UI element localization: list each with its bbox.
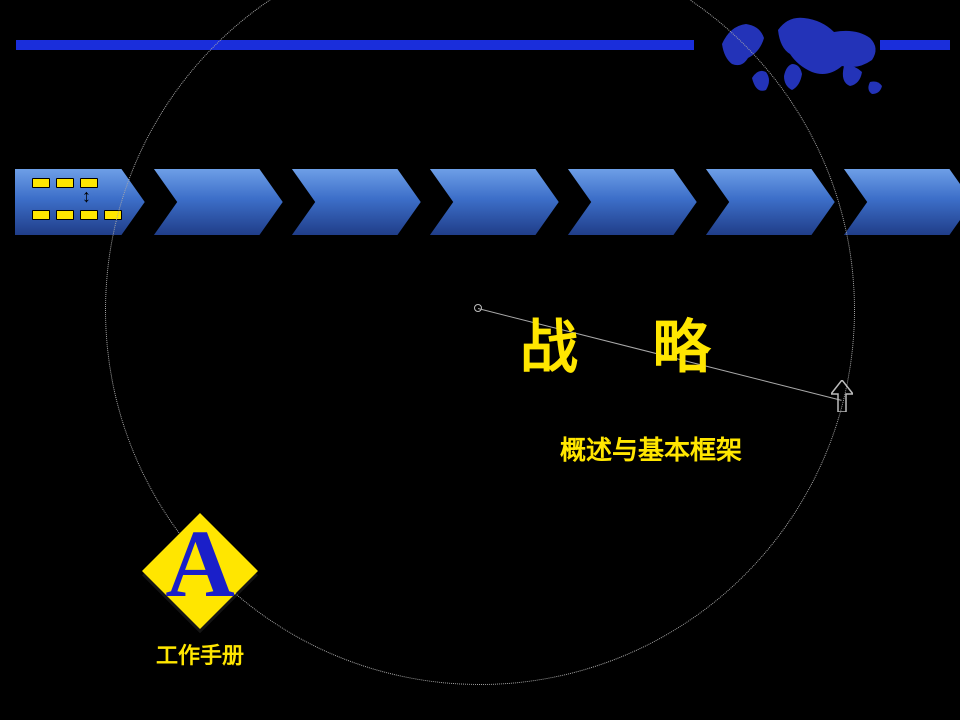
updown-arrow-icon: ↕ [82, 186, 91, 207]
radial-arrow-icon [831, 380, 853, 417]
badge: A 工作手册 [140, 530, 260, 670]
slide-subtitle: 概述与基本框架 [560, 430, 742, 467]
badge-letter: A [140, 516, 260, 612]
slide: ↕ 战 略 概述与基本框架 A 工作手册 [0, 0, 960, 720]
chevron-dash-group [32, 178, 122, 220]
slide-title: 战 略 [520, 300, 741, 384]
process-chevron [842, 168, 960, 236]
badge-caption: 工作手册 [140, 638, 260, 670]
